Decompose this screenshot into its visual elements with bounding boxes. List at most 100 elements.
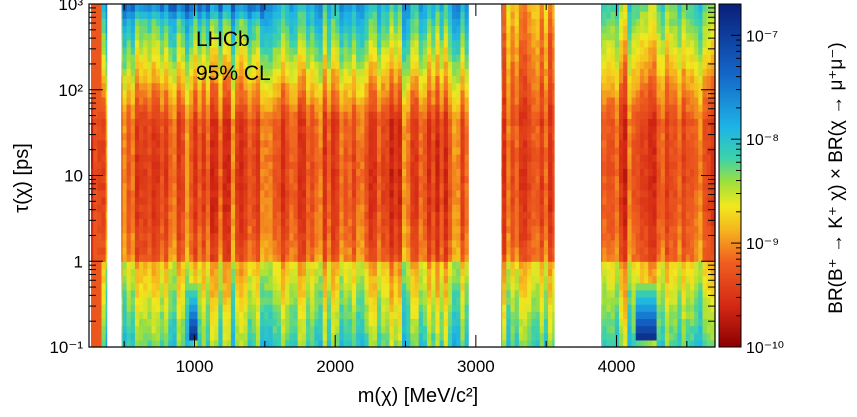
heatmap-cell: [314, 189, 320, 198]
heatmap-cell: [351, 68, 357, 77]
heatmap-cell: [326, 225, 332, 234]
heatmap-cell: [272, 289, 278, 298]
heatmap-cell: [222, 154, 228, 162]
heatmap-cell: [339, 246, 345, 255]
heatmap-cell: [439, 154, 445, 162]
heatmap-cell: [184, 96, 190, 105]
heatmap-cell: [418, 161, 424, 169]
heatmap-cell: [314, 82, 320, 91]
heatmap-cell: [514, 339, 520, 348]
heatmap-cell: [272, 239, 278, 248]
heatmap-cell: [306, 39, 311, 48]
heatmap-cell: [247, 54, 253, 62]
heatmap-cell: [247, 154, 253, 162]
heatmap-cell: [272, 54, 278, 62]
heatmap-cell: [151, 54, 157, 62]
heatmap-cell: [255, 239, 261, 248]
heatmap-cell: [164, 239, 169, 248]
heatmap-cell: [251, 325, 257, 334]
heatmap-cell: [518, 268, 524, 277]
heatmap-cell: [264, 189, 270, 198]
heatmap-cell: [230, 168, 236, 177]
heatmap-cell: [506, 68, 512, 77]
heatmap-cell: [389, 304, 395, 312]
heatmap-cell: [176, 11, 182, 19]
heatmap-cell: [122, 304, 128, 312]
heatmap-cell: [243, 311, 249, 320]
heatmap-cell: [214, 96, 219, 105]
heatmap-cell: [435, 46, 441, 55]
heatmap-cell: [410, 325, 416, 334]
heatmap-cell: [193, 239, 199, 248]
heatmap-cell: [331, 246, 336, 255]
heatmap-cell: [297, 18, 303, 27]
heatmap-cell: [347, 225, 353, 234]
heatmap-cell: [306, 318, 311, 327]
heatmap-cell: [168, 96, 174, 105]
heatmap-cell: [155, 168, 161, 177]
heatmap-cell: [197, 268, 203, 277]
heatmap-cell: [460, 61, 466, 69]
heatmap-cell: [297, 211, 303, 219]
heatmap-cell: [243, 161, 249, 169]
heatmap-cell: [376, 332, 382, 341]
heatmap-cell: [322, 168, 328, 177]
heatmap-cell: [418, 268, 424, 277]
heatmap-cell: [201, 282, 207, 291]
heatmap-cell: [364, 139, 370, 148]
heatmap-cell: [205, 118, 211, 127]
heatmap-cell: [130, 211, 136, 219]
heatmap-cell: [235, 218, 240, 227]
heatmap-cell: [151, 175, 157, 184]
heatmap-cell: [222, 325, 228, 334]
heatmap-cell: [514, 311, 520, 320]
heatmap-cell: [89, 246, 94, 255]
heatmap-cell: [197, 104, 203, 112]
heatmap-cell: [293, 132, 299, 141]
heatmap-cell: [164, 132, 169, 141]
heatmap-cell: [510, 132, 516, 141]
heatmap-cell: [456, 168, 462, 177]
heatmap-cell: [406, 182, 411, 191]
heatmap-cell: [130, 289, 136, 298]
heatmap-cell: [435, 175, 441, 184]
heatmap-cell: [414, 104, 420, 112]
heatmap-cell: [143, 232, 149, 241]
heatmap-cell: [147, 175, 153, 184]
heatmap-cell: [235, 282, 240, 291]
heatmap-cell: [376, 68, 382, 77]
heatmap-cell: [243, 96, 249, 105]
heatmap-cell: [443, 11, 449, 19]
heatmap-cell: [506, 261, 512, 269]
heatmap-cell: [197, 311, 203, 320]
heatmap-cell: [447, 75, 453, 84]
heatmap-cell: [402, 89, 407, 98]
heatmap-cell: [397, 139, 403, 148]
heatmap-cell: [180, 311, 186, 320]
heatmap-cell: [368, 296, 374, 305]
heatmap-cell: [502, 182, 507, 191]
heatmap-cell: [410, 175, 416, 184]
heatmap-cell: [443, 54, 449, 62]
heatmap-cell: [506, 339, 512, 348]
heatmap-cell: [331, 39, 336, 48]
heatmap-cell: [243, 225, 249, 234]
heatmap-cell: [247, 11, 253, 19]
heatmap-cell: [155, 204, 161, 212]
heatmap-cell: [122, 325, 128, 334]
heatmap-cell: [247, 275, 253, 284]
heatmap-cell: [502, 118, 507, 127]
heatmap-cell: [260, 54, 265, 62]
heatmap-cell: [172, 75, 178, 84]
heatmap-cell: [447, 89, 453, 98]
heatmap-cell: [193, 161, 199, 169]
heatmap-cell: [255, 11, 261, 19]
heatmap-cell: [243, 89, 249, 98]
heatmap-cell: [134, 82, 140, 91]
heatmap-cell: [385, 118, 391, 127]
heatmap-cell: [151, 211, 157, 219]
heatmap-cell: [130, 82, 136, 91]
heatmap-cell: [168, 146, 174, 155]
heatmap-cell: [164, 54, 169, 62]
heatmap-cell: [456, 132, 462, 141]
